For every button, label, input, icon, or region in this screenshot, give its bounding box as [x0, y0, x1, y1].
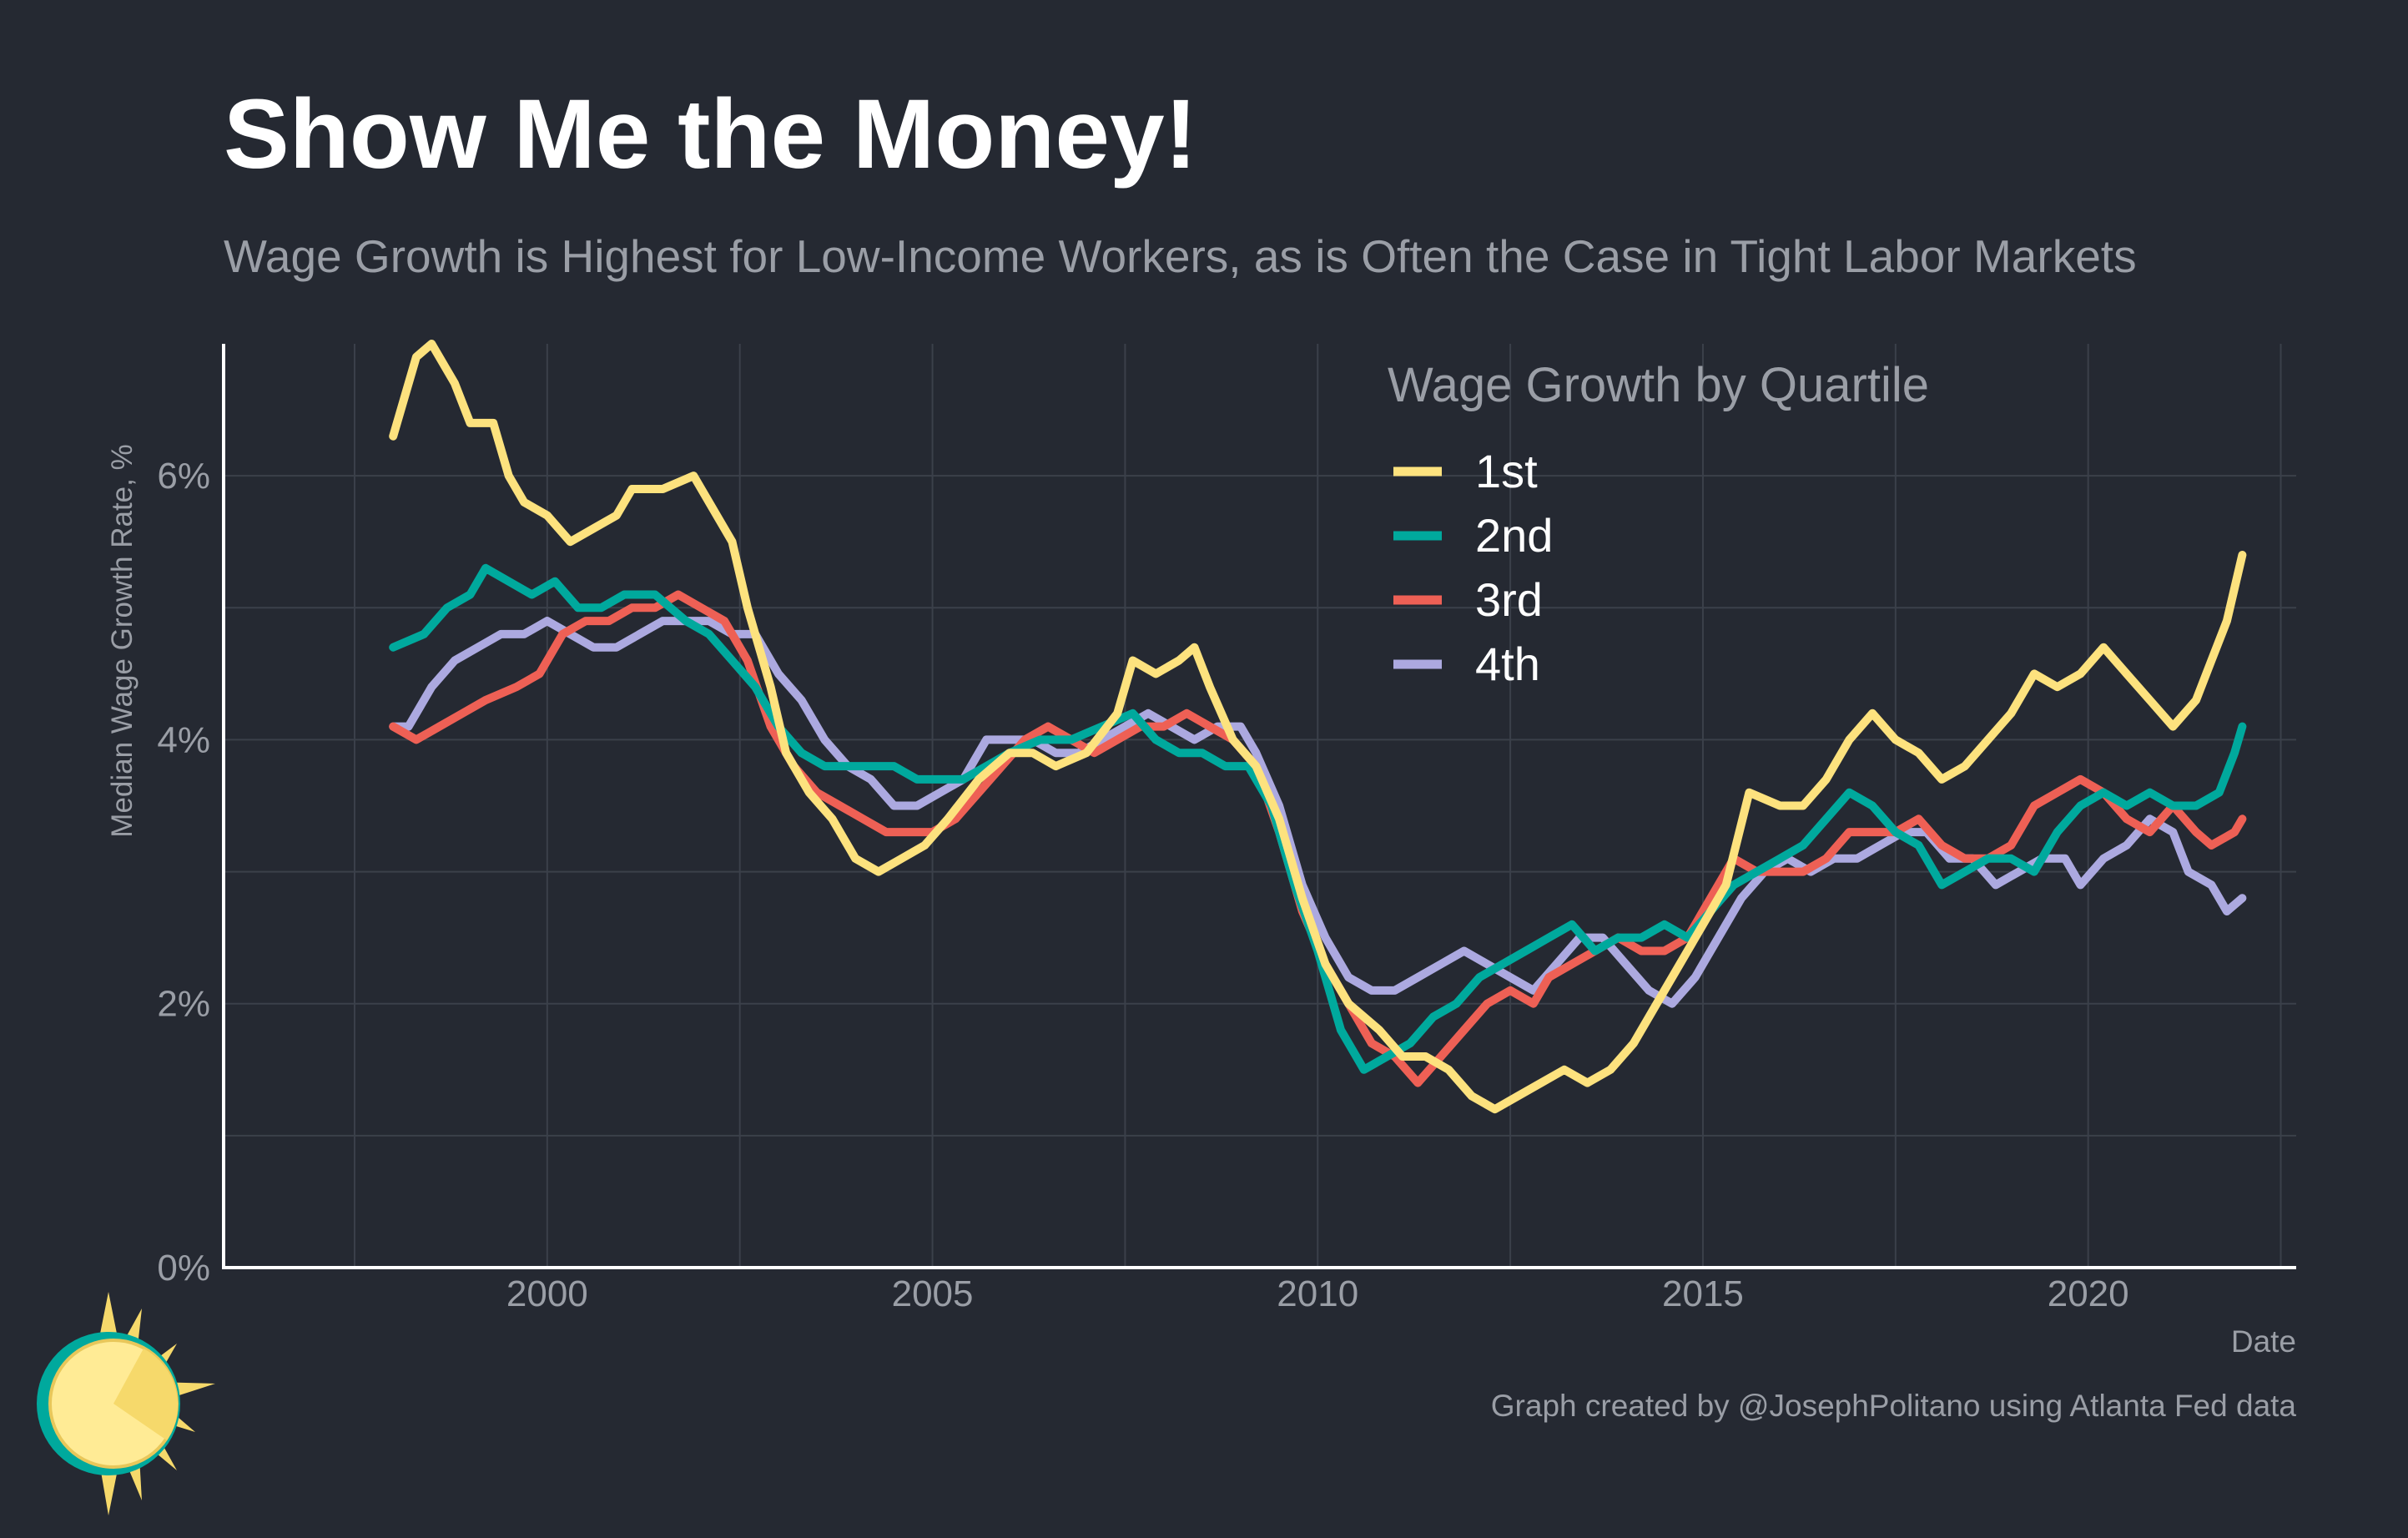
- x-tick-label: 2020: [2048, 1273, 2129, 1314]
- gridlines: [224, 344, 2296, 1268]
- y-tick-label: 0%: [157, 1248, 210, 1288]
- chart-subtitle: Wage Growth is Highest for Low-Income Wo…: [224, 230, 2137, 282]
- sun-logo-icon: [37, 1292, 215, 1515]
- x-tick-label: 2005: [892, 1273, 974, 1314]
- series-lines: [389, 340, 2247, 1114]
- x-tick-label: 2010: [1277, 1273, 1358, 1314]
- legend-label-1st: 1st: [1475, 445, 1538, 497]
- axes: [222, 344, 2296, 1269]
- x-axis-label: Date: [2231, 1324, 2296, 1359]
- y-tick-label: 2%: [157, 984, 210, 1025]
- x-tick-label: 2000: [506, 1273, 588, 1314]
- legend-label-4th: 4th: [1475, 638, 1540, 690]
- legend-label-2nd: 2nd: [1475, 509, 1553, 562]
- series-line-1st: [389, 340, 2247, 1114]
- legend-label-3rd: 3rd: [1475, 573, 1543, 626]
- y-tick-label: 6%: [157, 456, 210, 497]
- y-axis-label: Median Wage Growth Rate, %: [106, 444, 139, 837]
- legend-title: Wage Growth by Quartile: [1388, 358, 1929, 412]
- y-tick-label: 4%: [157, 719, 210, 760]
- source-caption: Graph created by @JosephPolitano using A…: [1490, 1389, 2296, 1423]
- tick-labels: 2000 2005 2010 2015 2020 0% 2% 4% 6%: [157, 456, 2128, 1314]
- chart-title: Show Me the Money!: [224, 79, 1197, 189]
- x-tick-label: 2015: [1662, 1273, 1744, 1314]
- series-line-2nd: [389, 563, 2247, 1074]
- legend: Wage Growth by Quartile 1st 2nd 3rd 4th: [1388, 358, 1929, 690]
